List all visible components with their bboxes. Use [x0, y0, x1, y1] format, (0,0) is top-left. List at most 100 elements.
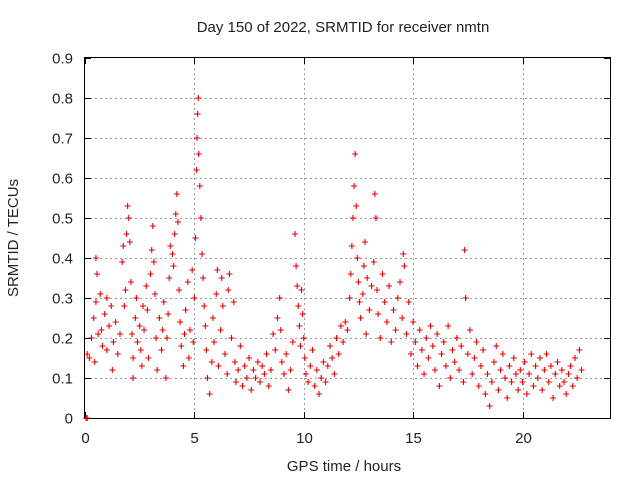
data-point	[360, 263, 367, 269]
y-tick-label: 0.1	[52, 371, 73, 388]
data-point	[277, 327, 284, 333]
data-point	[272, 347, 279, 353]
data-point	[196, 183, 203, 189]
x-axis-label: GPS time / hours	[287, 458, 401, 475]
data-point	[173, 191, 180, 197]
data-point	[222, 351, 228, 357]
grid-lines	[85, 58, 610, 418]
y-tick-label: 0	[65, 411, 73, 428]
data-point	[414, 363, 421, 369]
data-point	[313, 367, 320, 373]
data-point	[469, 371, 476, 377]
data-point	[495, 387, 502, 393]
data-point	[154, 367, 161, 373]
data-point	[190, 339, 197, 345]
data-point	[248, 387, 255, 393]
data-point	[552, 371, 559, 377]
data-point	[195, 95, 202, 101]
data-point	[162, 375, 169, 381]
data-point	[228, 335, 235, 341]
data-point	[449, 347, 456, 353]
data-point	[473, 339, 480, 345]
data-point	[203, 347, 210, 353]
data-point	[352, 151, 359, 157]
data-point	[381, 299, 388, 305]
data-point	[460, 379, 467, 385]
data-point	[126, 239, 133, 245]
data-point	[519, 379, 526, 385]
data-point	[320, 359, 327, 365]
data-point	[194, 111, 201, 117]
data-point	[191, 295, 198, 301]
data-point	[172, 211, 179, 217]
data-point	[213, 291, 220, 297]
data-point	[171, 231, 178, 237]
data-point	[84, 351, 91, 357]
data-point	[109, 367, 116, 373]
data-point	[281, 371, 288, 377]
data-point	[122, 287, 129, 293]
data-point	[194, 135, 200, 141]
data-point	[392, 327, 399, 333]
data-point	[461, 247, 468, 253]
data-point	[261, 371, 268, 377]
data-point	[185, 355, 192, 361]
data-point	[141, 327, 148, 333]
data-point	[259, 363, 266, 369]
data-point	[357, 315, 364, 321]
data-point	[451, 359, 458, 365]
data-point	[297, 343, 304, 349]
data-point	[550, 395, 557, 401]
data-point	[200, 275, 207, 281]
y-tick-label: 0.6	[52, 171, 73, 188]
y-tick-labels: 0 0.1 0.2 0.3 0.4 0.5 0.6 0.7 0.8 0.9	[52, 51, 73, 428]
data-point	[458, 343, 465, 349]
data-point	[215, 363, 222, 369]
data-point	[348, 243, 355, 249]
data-point	[110, 339, 117, 345]
data-point	[400, 251, 407, 257]
data-point	[295, 303, 302, 309]
data-point	[232, 379, 239, 385]
data-point	[152, 291, 158, 297]
data-point	[510, 355, 517, 361]
data-point	[504, 395, 511, 401]
data-point	[99, 343, 106, 349]
plot-frame	[84, 57, 611, 419]
data-point	[209, 315, 216, 321]
data-point	[508, 379, 515, 385]
data-point	[521, 359, 528, 365]
data-point	[477, 363, 484, 369]
data-point	[283, 351, 290, 357]
x-tick-label: 10	[296, 430, 313, 447]
data-point	[537, 355, 543, 361]
data-point	[170, 263, 177, 269]
data-point	[187, 327, 193, 333]
data-point	[124, 203, 131, 209]
data-point	[150, 259, 157, 265]
data-point	[372, 215, 379, 221]
data-point	[526, 371, 533, 377]
data-point	[294, 283, 301, 289]
data-point	[462, 295, 469, 301]
data-point	[471, 355, 478, 361]
data-point	[567, 363, 574, 369]
data-point	[138, 363, 145, 369]
data-point	[237, 343, 244, 349]
data-point	[383, 319, 390, 325]
data-point	[257, 379, 263, 385]
data-point	[214, 267, 221, 273]
data-point	[144, 307, 151, 313]
data-point	[333, 335, 340, 341]
data-point	[366, 307, 373, 313]
data-point	[407, 351, 414, 357]
data-point	[158, 347, 165, 353]
data-point	[397, 279, 403, 285]
x-tick-labels: 0 5 10 15 20	[81, 430, 532, 447]
data-point	[528, 351, 535, 357]
data-point	[204, 375, 211, 381]
data-point	[287, 367, 294, 373]
data-point	[230, 299, 237, 305]
data-point	[263, 351, 270, 357]
